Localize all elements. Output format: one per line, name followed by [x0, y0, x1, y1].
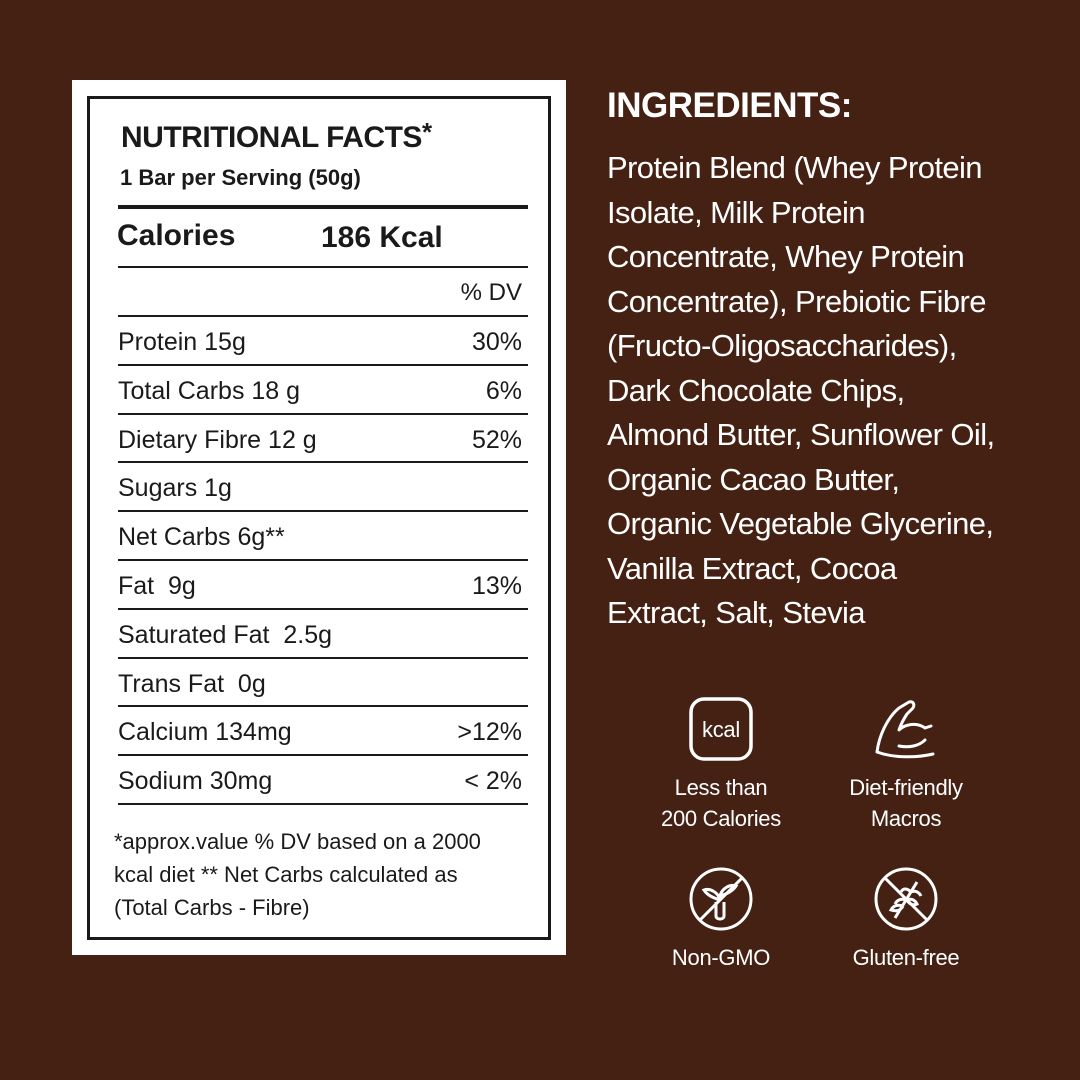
- serving-size: 1 Bar per Serving (50g): [120, 165, 361, 190]
- badge-label: Less than: [674, 775, 768, 800]
- ingredient-line: Dark Chocolate Chips,: [607, 372, 905, 408]
- calories-value: 186 Kcal: [321, 221, 443, 254]
- nutrient-row: Saturated Fat 2.5g: [118, 610, 522, 658]
- divider: [118, 559, 528, 561]
- nutrient-name: Saturated Fat 2.5g: [118, 620, 333, 649]
- nutrient-row: Sugars 1g: [118, 463, 522, 511]
- footnote-line: (Total Carbs - Fibre): [114, 895, 310, 920]
- badge-gluten-free: Gluten-free: [816, 866, 996, 973]
- badge-label: Gluten-free: [852, 945, 960, 970]
- ingredients-list: Protein Blend (Whey Protein Isolate, Milk…: [607, 146, 995, 636]
- divider: [118, 412, 528, 415]
- ingredient-line: (Fructo-Oligosaccharides),: [607, 328, 957, 363]
- nutrient-name: Trans Fat 0g: [118, 669, 266, 698]
- dv-header: % DV: [460, 279, 522, 306]
- nutrient-row: Fat 9g 13%: [118, 561, 522, 609]
- divider: [118, 754, 528, 757]
- kcal-icon: kcal: [689, 697, 753, 761]
- ingredients-heading: INGREDIENTS:: [607, 86, 852, 125]
- nutrient-dv: 6%: [485, 376, 522, 405]
- nutrient-dv: 52%: [471, 425, 522, 454]
- badge-label: Non-GMO: [671, 945, 771, 970]
- nutrient-dv: 13%: [471, 572, 522, 600]
- ingredient-line: Organic Vegetable Glycerine,: [607, 506, 994, 541]
- ingredient-line: Vanilla Extract, Cocoa: [607, 550, 897, 586]
- ingredient-line: Organic Cacao Butter,: [607, 461, 900, 497]
- svg-text:kcal: kcal: [702, 717, 740, 742]
- badge-label: 200 Calories: [661, 806, 781, 831]
- badge-diet-friendly: Diet-friendly Macros: [816, 696, 996, 834]
- nutrient-row: Total Carbs 18 g 6%: [118, 366, 522, 414]
- nutrient-dv: 30%: [471, 328, 522, 356]
- ingredient-line: Extract, Salt, Stevia: [607, 595, 866, 630]
- nutrient-name: Total Carbs 18 g: [118, 376, 301, 405]
- divider: [118, 607, 528, 610]
- nutrition-facts-card: NUTRITIONAL FACTS* 1 Bar per Serving (50…: [72, 80, 566, 955]
- nutrient-dv: < 2%: [464, 767, 522, 796]
- divider: [118, 315, 528, 317]
- ingredient-line: Almond Butter, Sunflower Oil,: [607, 417, 995, 452]
- divider: [118, 205, 528, 209]
- ingredient-line: Isolate, Milk Protein: [607, 194, 866, 230]
- gluten-free-icon: [874, 867, 938, 931]
- footnote: *approx.value % DV based on a 2000 kcal …: [114, 825, 534, 924]
- footnote-line: *approx.value % DV based on a 2000: [114, 829, 481, 854]
- nutrient-name: Sodium 30mg: [118, 767, 273, 796]
- divider: [118, 705, 528, 708]
- badge-label: Macros: [870, 806, 942, 831]
- nutrient-row: Net Carbs 6g**: [118, 512, 522, 560]
- divider: [118, 363, 528, 366]
- nutrient-row: Calcium 134mg >12%: [118, 707, 522, 755]
- divider: [118, 656, 528, 659]
- flexed-arm-icon: [875, 700, 935, 759]
- nutrition-frame: NUTRITIONAL FACTS* 1 Bar per Serving (50…: [87, 96, 551, 940]
- nutrient-name: Fat 9g: [118, 572, 196, 600]
- nutrient-row: Protein 15g 30%: [118, 317, 522, 365]
- badge-low-calorie: kcal Less than 200 Calories: [631, 696, 811, 834]
- divider: [118, 803, 528, 805]
- badge-label: Diet-friendly: [849, 775, 963, 800]
- badge-non-gmo: Non-GMO: [631, 866, 811, 973]
- nutrient-row: Dietary Fibre 12 g 52%: [118, 415, 522, 463]
- nutrition-title: NUTRITIONAL FACTS*: [121, 117, 432, 154]
- nutrient-name: Net Carbs 6g**: [118, 523, 285, 552]
- nutrient-name: Calcium 134mg: [118, 718, 292, 747]
- divider: [118, 510, 528, 513]
- nutrient-name: Dietary Fibre 12 g: [118, 425, 317, 454]
- ingredient-line: Concentrate), Prebiotic Fibre: [607, 283, 986, 319]
- nutrient-row: Trans Fat 0g: [118, 659, 522, 707]
- nutrient-name: Sugars 1g: [118, 474, 232, 503]
- nutrient-row: Sodium 30mg < 2%: [118, 756, 522, 804]
- footnote-line: kcal diet ** Net Carbs calculated as: [114, 862, 458, 887]
- nutrient-dv: >12%: [457, 718, 522, 747]
- non-gmo-icon: [689, 867, 753, 931]
- calories-label: Calories: [117, 219, 236, 252]
- divider: [118, 461, 528, 464]
- nutrient-name: Protein 15g: [118, 328, 246, 356]
- ingredient-line: Protein Blend (Whey Protein: [607, 150, 983, 185]
- ingredient-line: Concentrate, Whey Protein: [607, 239, 965, 274]
- divider: [118, 266, 528, 268]
